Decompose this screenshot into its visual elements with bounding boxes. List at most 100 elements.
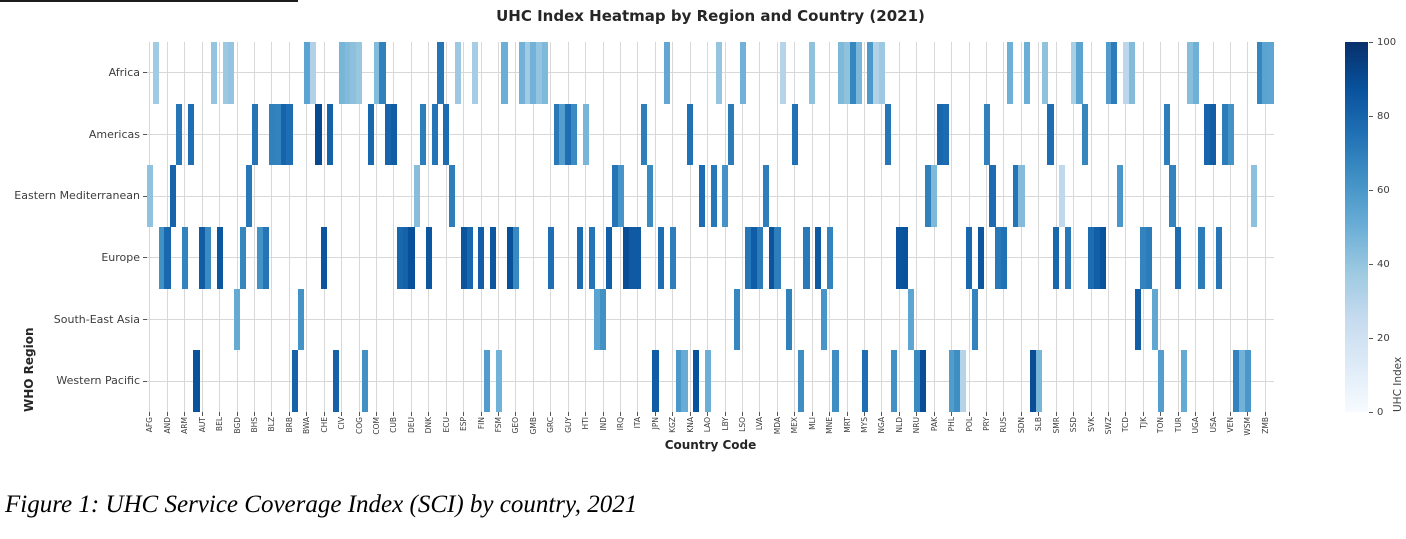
heatmap-cell-TJK — [1140, 227, 1147, 289]
x-tick-label-AND: AND — [162, 417, 172, 434]
x-tick-label-TUR: TUR — [1173, 417, 1183, 433]
y-gridline — [147, 72, 1274, 74]
heatmap-cell-MHL — [797, 350, 804, 412]
x-gridline — [1212, 42, 1214, 412]
heatmap-cell-ARM — [181, 227, 188, 289]
x-tick-mark — [863, 412, 865, 416]
x-tick-label-PAK: PAK — [929, 417, 939, 432]
x-tick-label-LAO: LAO — [703, 417, 713, 433]
chart-title: UHC Index Heatmap by Region and Country … — [496, 7, 925, 25]
heatmap-cell-NER — [873, 42, 880, 104]
x-gridline — [1125, 42, 1127, 412]
x-gridline — [1020, 42, 1022, 412]
heatmap-cell-ZAF — [1256, 42, 1263, 104]
heatmap-cell-TUN — [1169, 165, 1176, 227]
x-tick-label-GMB: GMB — [528, 417, 538, 435]
heatmap-cell-MRT — [844, 42, 851, 104]
heatmap-cell-SMR — [1053, 227, 1060, 289]
heatmap-cell-SLV — [1047, 103, 1054, 166]
colorbar-tick-mark — [1369, 263, 1373, 265]
x-tick-mark — [829, 412, 831, 416]
x-tick-mark — [428, 412, 430, 416]
x-tick-mark — [1247, 412, 1249, 416]
x-tick-mark — [1177, 412, 1179, 416]
heatmap-cell-MDG — [780, 42, 787, 104]
y-tick-label-AFR: Africa — [108, 65, 140, 79]
heatmap-cell-MLT — [815, 227, 822, 289]
y-tick-label-WPR: Western Pacific — [56, 374, 140, 388]
heatmap-cell-KGZ — [669, 227, 676, 289]
heatmap-cell-ERI — [454, 42, 462, 104]
heatmap-cell-HTI — [582, 103, 589, 166]
x-tick-mark — [898, 412, 900, 416]
x-gridline — [951, 42, 953, 412]
x-tick-label-DNK: DNK — [424, 417, 434, 434]
heatmap-cell-CAN — [315, 103, 322, 166]
heatmap-cell-DMA — [420, 103, 427, 166]
heatmap-cell-LBR — [716, 42, 723, 104]
x-tick-mark — [724, 412, 726, 416]
x-tick-label-TCD: TCD — [1121, 417, 1131, 433]
heatmap-cell-KEN — [664, 42, 671, 104]
x-tick-mark — [393, 412, 395, 416]
heatmap-cell-ATG — [187, 103, 194, 166]
heatmap-cell-ITA — [634, 227, 642, 289]
x-tick-mark — [1142, 412, 1144, 416]
x-tick-label-FIN: FIN — [476, 417, 486, 430]
x-tick-label-NLD: NLD — [894, 417, 904, 433]
x-gridline — [916, 42, 918, 412]
heatmap-cell-CMR — [344, 42, 351, 104]
heatmap-cell-BHS — [251, 103, 258, 166]
heatmap-cell-ISL — [623, 227, 630, 289]
heatmap-cell-GAB — [501, 42, 508, 104]
x-tick-mark — [1003, 412, 1005, 416]
heatmap-cell-COK — [361, 350, 369, 412]
heatmap-cell-SEN — [1024, 42, 1031, 104]
heatmap-cell-GEO — [512, 227, 520, 289]
heatmap-cell-DZA — [437, 42, 444, 104]
x-tick-mark — [602, 412, 604, 416]
heatmap-cell-FSM — [495, 350, 502, 412]
heatmap-cell-VCT — [1221, 103, 1228, 166]
x-tick-mark — [410, 412, 412, 416]
heatmap-cell-BLR — [263, 227, 270, 289]
x-tick-label-CHE: CHE — [319, 417, 329, 433]
x-tick-mark — [1125, 412, 1127, 416]
y-tick-label-EUR: Europe — [101, 250, 140, 264]
x-tick-mark — [951, 412, 953, 416]
x-tick-label-AUT: AUT — [197, 417, 207, 433]
heatmap-cell-ECU — [443, 103, 450, 166]
heatmap-cell-PAK — [931, 165, 938, 227]
x-tick-label-BEL: BEL — [215, 417, 225, 432]
heatmap-cell-IRQ — [617, 165, 624, 227]
heatmap-cell-NIU — [890, 350, 897, 412]
heatmap-cell-KWT — [698, 165, 706, 227]
heatmap-cell-PRY — [983, 103, 990, 166]
heatmap-cell-GNB — [536, 42, 543, 104]
y-tick-mark — [143, 195, 147, 197]
heatmap-cell-TCD — [1122, 42, 1130, 104]
x-tick-label-LSO: LSO — [737, 417, 747, 432]
heatmap-cell-COM — [373, 42, 380, 104]
x-tick-mark — [219, 412, 221, 416]
heatmap-cell-KAZ — [658, 227, 665, 289]
heatmap-cell-BGR — [239, 227, 247, 289]
x-tick-label-NRU: NRU — [912, 417, 922, 434]
x-tick-label-LBY: LBY — [720, 417, 730, 431]
x-tick-label-HTI: HTI — [581, 417, 591, 430]
x-tick-mark — [846, 412, 848, 416]
x-tick-mark — [497, 412, 499, 416]
colorbar-tick-label-40: 40 — [1377, 258, 1390, 270]
x-tick-label-BGD: BGD — [232, 417, 242, 434]
heatmap-cell-CHE — [321, 227, 328, 289]
colorbar-tick-mark — [1369, 41, 1373, 43]
x-gridline — [846, 42, 848, 412]
x-axis-label: Country Code — [664, 438, 757, 452]
x-tick-label-POL: POL — [964, 417, 974, 432]
heatmap-cell-GIN — [524, 42, 531, 104]
heatmap-cell-BRN — [292, 350, 299, 412]
heatmap-cell-TUR — [1175, 227, 1182, 289]
heatmap-cell-BEL — [216, 227, 223, 289]
heatmap-cell-PHL — [948, 350, 955, 412]
